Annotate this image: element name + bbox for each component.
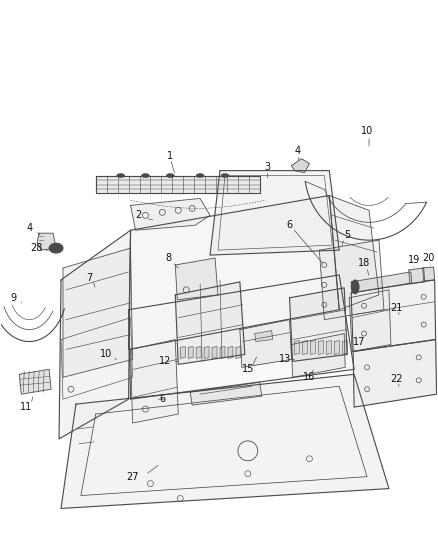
Polygon shape (204, 346, 209, 358)
Ellipse shape (49, 243, 63, 253)
Polygon shape (292, 334, 345, 377)
Text: 4: 4 (294, 146, 300, 156)
Text: 9: 9 (10, 293, 16, 303)
Polygon shape (423, 267, 434, 281)
Text: 18: 18 (358, 258, 370, 268)
Polygon shape (190, 382, 262, 405)
Polygon shape (240, 320, 292, 367)
Polygon shape (255, 330, 273, 342)
Polygon shape (290, 288, 347, 361)
Polygon shape (228, 346, 233, 358)
Polygon shape (326, 341, 331, 354)
Polygon shape (349, 290, 391, 351)
Polygon shape (175, 258, 218, 300)
Polygon shape (353, 340, 437, 407)
Polygon shape (196, 346, 201, 358)
Ellipse shape (351, 280, 359, 294)
Polygon shape (334, 341, 339, 354)
Text: 4: 4 (26, 223, 32, 233)
Polygon shape (188, 346, 193, 358)
Text: 3: 3 (265, 161, 271, 172)
Ellipse shape (221, 174, 229, 177)
Text: 5: 5 (344, 230, 350, 240)
Polygon shape (63, 248, 133, 377)
Polygon shape (351, 280, 436, 351)
Polygon shape (409, 268, 425, 284)
Polygon shape (303, 341, 307, 354)
Text: 15: 15 (242, 365, 254, 374)
Text: 13: 13 (279, 354, 291, 365)
Ellipse shape (117, 174, 124, 177)
Text: 28: 28 (30, 243, 42, 253)
Polygon shape (342, 341, 347, 354)
Polygon shape (131, 340, 178, 423)
Polygon shape (292, 159, 309, 173)
Polygon shape (220, 346, 225, 358)
Ellipse shape (196, 174, 204, 177)
Text: 10: 10 (361, 126, 373, 136)
Text: 6: 6 (286, 220, 293, 230)
Text: 11: 11 (20, 402, 32, 412)
Text: 21: 21 (391, 303, 403, 313)
Text: 20: 20 (423, 253, 435, 263)
Polygon shape (180, 346, 185, 358)
Polygon shape (210, 171, 339, 255)
Polygon shape (351, 272, 412, 293)
Polygon shape (175, 282, 245, 365)
Text: 8: 8 (165, 253, 171, 263)
Text: 17: 17 (353, 336, 365, 346)
Text: 22: 22 (391, 374, 403, 384)
Ellipse shape (141, 174, 149, 177)
Text: 16: 16 (303, 372, 315, 382)
Polygon shape (294, 341, 300, 354)
Text: 27: 27 (126, 472, 139, 482)
Polygon shape (212, 346, 217, 358)
Text: 7: 7 (86, 273, 92, 283)
Text: 2: 2 (135, 211, 141, 220)
Polygon shape (131, 198, 210, 230)
Text: 12: 12 (159, 357, 172, 366)
Polygon shape (329, 196, 379, 310)
Polygon shape (311, 341, 315, 354)
Polygon shape (96, 175, 260, 193)
Text: 19: 19 (408, 255, 420, 265)
Polygon shape (19, 369, 51, 394)
Polygon shape (319, 240, 384, 320)
Polygon shape (59, 230, 131, 439)
Text: 1: 1 (167, 151, 173, 161)
Text: 6: 6 (159, 394, 166, 404)
Polygon shape (236, 346, 241, 358)
Polygon shape (61, 374, 389, 508)
Ellipse shape (166, 174, 174, 177)
Polygon shape (37, 233, 56, 250)
Polygon shape (318, 341, 323, 354)
Polygon shape (129, 275, 354, 399)
Polygon shape (129, 196, 339, 350)
Text: 10: 10 (99, 350, 112, 359)
